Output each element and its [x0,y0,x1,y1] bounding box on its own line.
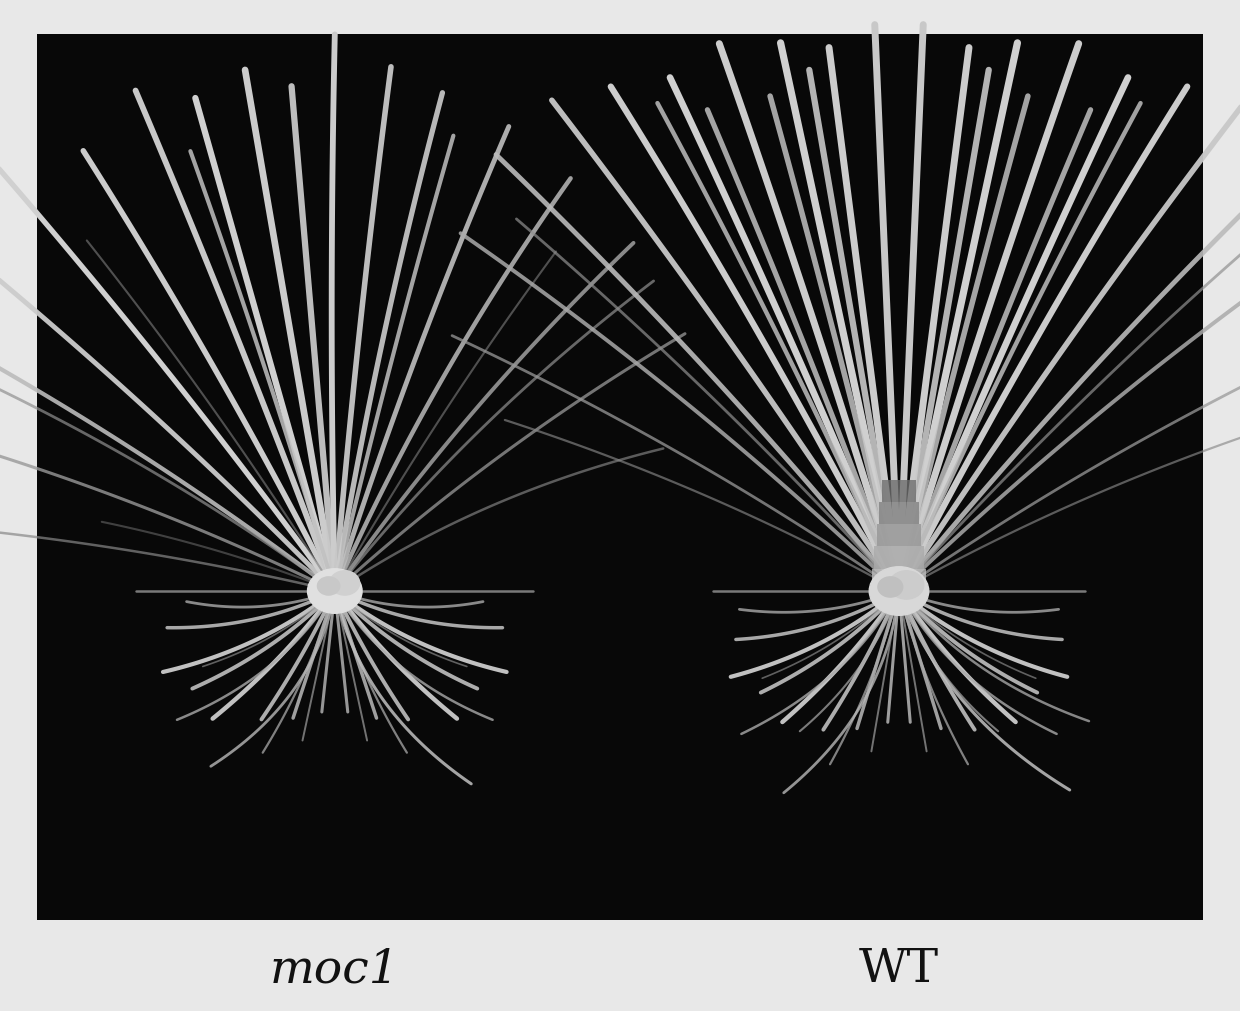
Circle shape [308,569,362,614]
FancyBboxPatch shape [872,569,926,591]
Circle shape [317,577,340,595]
FancyBboxPatch shape [877,525,921,547]
FancyBboxPatch shape [874,547,924,569]
Circle shape [869,567,929,616]
FancyBboxPatch shape [882,480,916,502]
Circle shape [330,571,360,595]
FancyBboxPatch shape [37,35,1203,920]
Circle shape [878,577,903,598]
Text: WT: WT [859,946,939,991]
Circle shape [889,571,924,600]
Text: moc1: moc1 [270,946,399,991]
FancyBboxPatch shape [879,502,919,525]
